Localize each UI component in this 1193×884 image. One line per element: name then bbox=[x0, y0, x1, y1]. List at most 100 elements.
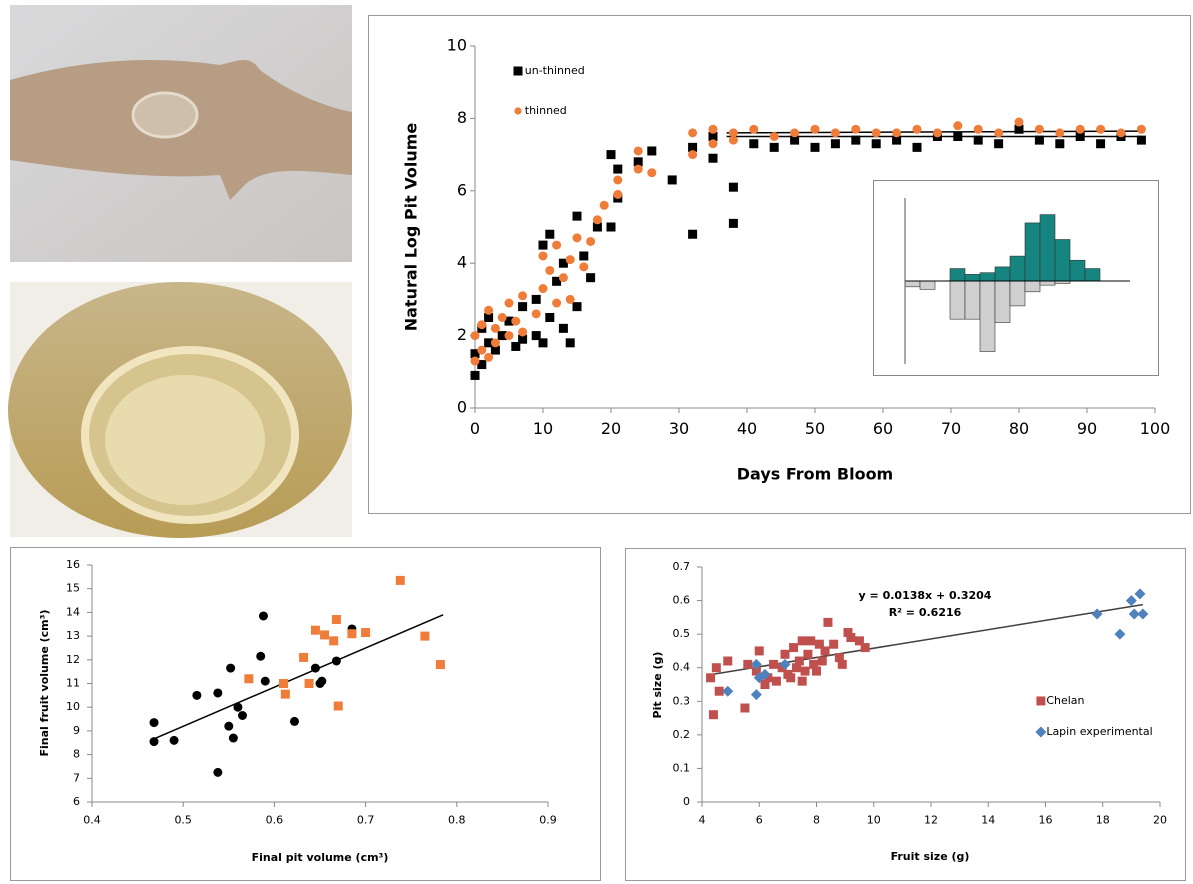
point bbox=[1035, 125, 1044, 134]
x-tick-label: 10 bbox=[867, 814, 881, 827]
y-tick-label: 9 bbox=[73, 724, 80, 737]
point bbox=[545, 266, 554, 275]
point bbox=[484, 306, 493, 315]
point bbox=[729, 136, 738, 145]
photo-pit-late bbox=[8, 282, 352, 538]
point bbox=[311, 626, 320, 635]
point bbox=[229, 734, 238, 743]
point bbox=[317, 677, 326, 686]
legend-marker bbox=[514, 67, 523, 76]
point bbox=[226, 664, 235, 673]
x-tick-label: 80 bbox=[1009, 419, 1029, 438]
point bbox=[559, 273, 568, 282]
point bbox=[498, 313, 507, 322]
x-tick-label: 18 bbox=[1096, 814, 1110, 827]
point bbox=[573, 302, 582, 311]
point bbox=[539, 284, 548, 293]
point bbox=[994, 139, 1003, 148]
point bbox=[477, 320, 486, 329]
point bbox=[851, 136, 860, 145]
point bbox=[749, 139, 758, 148]
point bbox=[607, 223, 616, 232]
point bbox=[634, 165, 643, 174]
point bbox=[233, 703, 242, 712]
point bbox=[772, 677, 781, 686]
legend-label: Chelan bbox=[1046, 694, 1084, 707]
point bbox=[892, 128, 901, 137]
point bbox=[846, 633, 855, 642]
point bbox=[806, 636, 815, 645]
point bbox=[471, 356, 480, 365]
y-tick-label: 8 bbox=[457, 108, 467, 127]
point bbox=[552, 299, 561, 308]
photo-pit-early bbox=[10, 5, 352, 262]
y-tick-label: 8 bbox=[73, 748, 80, 761]
x-tick-label: 0.6 bbox=[266, 814, 284, 827]
y-tick-label: 11 bbox=[66, 677, 80, 690]
y-axis-label: Natural Log Pit Volume bbox=[402, 123, 421, 332]
point bbox=[491, 324, 500, 333]
point bbox=[647, 168, 656, 177]
y-tick-label: 0.2 bbox=[673, 728, 691, 741]
inset-bar bbox=[1025, 281, 1040, 292]
inset-bar bbox=[1040, 281, 1055, 285]
point bbox=[259, 611, 268, 620]
point bbox=[518, 291, 527, 300]
x-tick-label: 0.7 bbox=[357, 814, 375, 827]
point bbox=[795, 657, 804, 666]
point bbox=[706, 673, 715, 682]
inset-bar bbox=[1010, 256, 1025, 281]
point bbox=[600, 201, 609, 210]
point bbox=[518, 302, 527, 311]
point bbox=[484, 353, 493, 362]
point bbox=[579, 251, 588, 260]
y-tick-label: 6 bbox=[457, 180, 467, 199]
x-axis-label: Final pit volume (cm³) bbox=[252, 851, 389, 864]
y-tick-label: 0.6 bbox=[673, 594, 691, 607]
inset-bar bbox=[1040, 215, 1055, 281]
point bbox=[477, 346, 486, 355]
point bbox=[150, 718, 159, 727]
point bbox=[613, 175, 622, 184]
point bbox=[709, 139, 718, 148]
point bbox=[729, 219, 738, 228]
point bbox=[311, 664, 320, 673]
inset-bar bbox=[1010, 281, 1025, 306]
x-tick-label: 90 bbox=[1077, 419, 1097, 438]
x-tick-label: 50 bbox=[805, 419, 825, 438]
point bbox=[505, 331, 514, 340]
point bbox=[831, 128, 840, 137]
y-tick-label: 0.1 bbox=[673, 761, 691, 774]
x-axis-label: Fruit size (g) bbox=[891, 850, 970, 863]
point bbox=[420, 632, 429, 641]
point bbox=[1114, 629, 1125, 640]
point bbox=[647, 146, 656, 155]
point bbox=[471, 331, 480, 340]
trend-line bbox=[156, 615, 443, 738]
point bbox=[361, 628, 370, 637]
inset-bar bbox=[920, 281, 935, 289]
x-tick-label: 16 bbox=[1039, 814, 1053, 827]
point bbox=[812, 667, 821, 676]
inset-bar bbox=[965, 281, 980, 319]
point bbox=[566, 255, 575, 264]
x-tick-label: 0 bbox=[470, 419, 480, 438]
legend-label: un-thinned bbox=[525, 64, 585, 77]
inset-bar bbox=[1085, 269, 1100, 281]
point bbox=[170, 736, 179, 745]
x-tick-label: 8 bbox=[813, 814, 820, 827]
point bbox=[851, 125, 860, 134]
point bbox=[532, 309, 541, 318]
inset-bar bbox=[1025, 223, 1040, 281]
point bbox=[709, 154, 718, 163]
point bbox=[1126, 595, 1137, 606]
point bbox=[332, 615, 341, 624]
point bbox=[709, 125, 718, 134]
point bbox=[518, 327, 527, 336]
point bbox=[781, 650, 790, 659]
point bbox=[238, 711, 247, 720]
point bbox=[593, 215, 602, 224]
y-tick-label: 14 bbox=[66, 605, 80, 618]
x-tick-label: 0.5 bbox=[174, 814, 192, 827]
point bbox=[668, 175, 677, 184]
